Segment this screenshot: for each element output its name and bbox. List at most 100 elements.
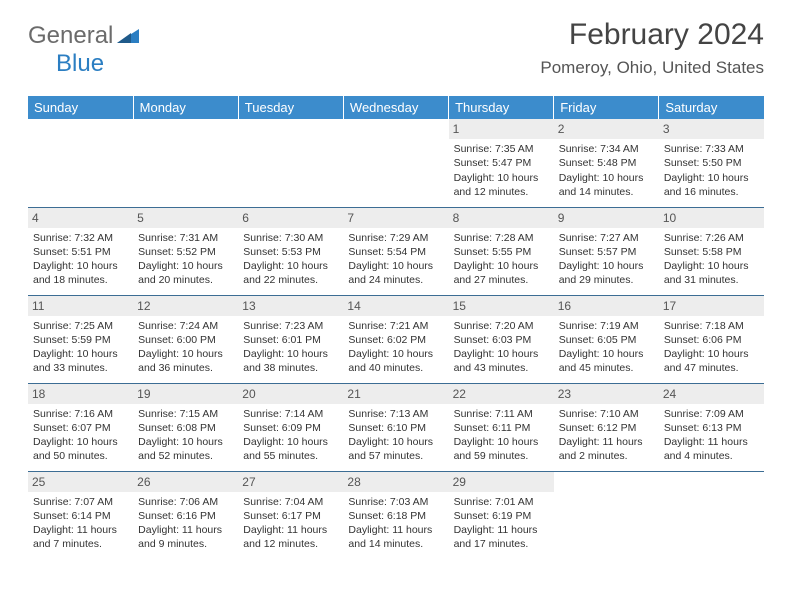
logo-text-general: General — [28, 24, 113, 48]
day-number: 18 — [28, 384, 133, 404]
weekday-header: Tuesday — [238, 96, 343, 119]
calendar-cell: 4Sunrise: 7:32 AMSunset: 5:51 PMDaylight… — [28, 207, 133, 295]
calendar-cell: 23Sunrise: 7:10 AMSunset: 6:12 PMDayligh… — [554, 383, 659, 471]
calendar-cell: 9 Sunrise: 7:27 AMSunset: 5:57 PMDaylight… — [554, 207, 659, 295]
day-info: Sunrise: 7:26 AMSunset: 5:58 PMDaylight:… — [664, 231, 759, 288]
calendar-cell: 28Sunrise: 7:03 AMSunset: 6:18 PMDayligh… — [343, 471, 448, 559]
header: General February 2024 Pomeroy, Ohio, Uni… — [28, 18, 764, 78]
day-number: 23 — [554, 384, 659, 404]
calendar-row: 4Sunrise: 7:32 AMSunset: 5:51 PMDaylight… — [28, 207, 764, 295]
calendar-cell: 8 Sunrise: 7:28 AMSunset: 5:55 PMDaylight… — [449, 207, 554, 295]
calendar-cell: 1 Sunrise: 7:35 AMSunset: 5:47 PMDaylight… — [449, 119, 554, 207]
day-number: 3 — [659, 119, 764, 139]
day-info: Sunrise: 7:13 AMSunset: 6:10 PMDaylight:… — [348, 407, 443, 464]
calendar-cell: 20 Sunrise: 7:14 AMSunset: 6:09 PMDayligh… — [238, 383, 343, 471]
calendar-cell: . — [659, 471, 764, 559]
logo: General — [28, 24, 141, 48]
calendar-cell: 13 Sunrise: 7:23 AMSunset: 6:01 PMDayligh… — [238, 295, 343, 383]
weekday-header: Monday — [133, 96, 238, 119]
day-number: 12 — [133, 296, 238, 316]
calendar-cell: . — [238, 119, 343, 207]
calendar-row: 18 Sunrise: 7:16 AMSunset: 6:07 PMDayligh… — [28, 383, 764, 471]
weekday-header: Saturday — [659, 96, 764, 119]
day-number: 29 — [449, 472, 554, 492]
day-info: Sunrise: 7:25 AMSunset: 5:59 PMDaylight:… — [33, 319, 128, 376]
day-info: Sunrise: 7:28 AMSunset: 5:55 PMDaylight:… — [454, 231, 549, 288]
calendar-cell: 10 Sunrise: 7:26 AMSunset: 5:58 PMDayligh… — [659, 207, 764, 295]
calendar-table: SundayMondayTuesdayWednesdayThursdayFrid… — [28, 96, 764, 559]
calendar-row: ....1Sunrise: 7:35 AMSunset: 5:47 PMDayl… — [28, 119, 764, 207]
calendar-cell: 17 Sunrise: 7:18 AMSunset: 6:06 PMDayligh… — [659, 295, 764, 383]
weekday-header: Friday — [554, 96, 659, 119]
weekday-header: Sunday — [28, 96, 133, 119]
day-info: Sunrise: 7:34 AMSunset: 5:48 PMDaylight:… — [559, 142, 654, 199]
calendar-cell: 22 Sunrise: 7:11 AMSunset: 6:11 PMDayligh… — [449, 383, 554, 471]
logo-text-blue: Blue — [56, 50, 104, 78]
calendar-cell: 27 Sunrise: 7:04 AMSunset: 6:17 PMDayligh… — [238, 471, 343, 559]
calendar-cell: 15 Sunrise: 7:20 AMSunset: 6:03 PMDayligh… — [449, 295, 554, 383]
calendar-cell: 12 Sunrise: 7:24 AMSunset: 6:00 PMDayligh… — [133, 295, 238, 383]
day-number: 5 — [133, 208, 238, 228]
calendar-row: 11 Sunrise: 7:25 AMSunset: 5:59 PMDayligh… — [28, 295, 764, 383]
day-info: Sunrise: 7:04 AMSunset: 6:17 PMDaylight:… — [243, 495, 338, 552]
month-title: February 2024 — [540, 18, 764, 52]
calendar-cell: . — [133, 119, 238, 207]
day-number: 20 — [238, 384, 343, 404]
day-info: Sunrise: 7:06 AMSunset: 6:16 PMDaylight:… — [138, 495, 233, 552]
day-info: Sunrise: 7:20 AMSunset: 6:03 PMDaylight:… — [454, 319, 549, 376]
calendar-row: 25Sunrise: 7:07 AMSunset: 6:14 PMDayligh… — [28, 471, 764, 559]
day-number: 10 — [659, 208, 764, 228]
day-info: Sunrise: 7:16 AMSunset: 6:07 PMDaylight:… — [33, 407, 128, 464]
day-info: Sunrise: 7:11 AMSunset: 6:11 PMDaylight:… — [454, 407, 549, 464]
day-number: 13 — [238, 296, 343, 316]
calendar-cell: 11 Sunrise: 7:25 AMSunset: 5:59 PMDayligh… — [28, 295, 133, 383]
day-info: Sunrise: 7:35 AMSunset: 5:47 PMDaylight:… — [454, 142, 549, 199]
day-number: 22 — [449, 384, 554, 404]
calendar-cell: 24Sunrise: 7:09 AMSunset: 6:13 PMDayligh… — [659, 383, 764, 471]
location-text: Pomeroy, Ohio, United States — [540, 58, 764, 78]
calendar-cell: 6Sunrise: 7:30 AMSunset: 5:53 PMDaylight… — [238, 207, 343, 295]
day-number: 26 — [133, 472, 238, 492]
day-info: Sunrise: 7:21 AMSunset: 6:02 PMDaylight:… — [348, 319, 443, 376]
day-number: 11 — [28, 296, 133, 316]
calendar-cell: 7Sunrise: 7:29 AMSunset: 5:54 PMDaylight… — [343, 207, 448, 295]
logo-triangle-icon — [117, 25, 139, 48]
calendar-cell: . — [343, 119, 448, 207]
day-number: 16 — [554, 296, 659, 316]
calendar-cell: 2 Sunrise: 7:34 AMSunset: 5:48 PMDaylight… — [554, 119, 659, 207]
weekday-header: Wednesday — [343, 96, 448, 119]
day-info: Sunrise: 7:01 AMSunset: 6:19 PMDaylight:… — [454, 495, 549, 552]
day-number: 2 — [554, 119, 659, 139]
day-number: 1 — [449, 119, 554, 139]
day-info: Sunrise: 7:32 AMSunset: 5:51 PMDaylight:… — [33, 231, 128, 288]
calendar-cell: 14 Sunrise: 7:21 AMSunset: 6:02 PMDayligh… — [343, 295, 448, 383]
day-info: Sunrise: 7:33 AMSunset: 5:50 PMDaylight:… — [664, 142, 759, 199]
day-number: 24 — [659, 384, 764, 404]
day-info: Sunrise: 7:27 AMSunset: 5:57 PMDaylight:… — [559, 231, 654, 288]
day-number: 27 — [238, 472, 343, 492]
day-info: Sunrise: 7:23 AMSunset: 6:01 PMDaylight:… — [243, 319, 338, 376]
day-number: 25 — [28, 472, 133, 492]
calendar-cell: 26 Sunrise: 7:06 AMSunset: 6:16 PMDayligh… — [133, 471, 238, 559]
calendar-cell: 29 Sunrise: 7:01 AMSunset: 6:19 PMDayligh… — [449, 471, 554, 559]
calendar-cell: 21Sunrise: 7:13 AMSunset: 6:10 PMDayligh… — [343, 383, 448, 471]
day-number: 8 — [449, 208, 554, 228]
day-info: Sunrise: 7:31 AMSunset: 5:52 PMDaylight:… — [138, 231, 233, 288]
day-number: 15 — [449, 296, 554, 316]
calendar-cell: . — [554, 471, 659, 559]
calendar-cell: 3 Sunrise: 7:33 AMSunset: 5:50 PMDaylight… — [659, 119, 764, 207]
calendar-cell: 19Sunrise: 7:15 AMSunset: 6:08 PMDayligh… — [133, 383, 238, 471]
day-info: Sunrise: 7:03 AMSunset: 6:18 PMDaylight:… — [348, 495, 443, 552]
day-number: 19 — [133, 384, 238, 404]
calendar-body: ....1Sunrise: 7:35 AMSunset: 5:47 PMDayl… — [28, 119, 764, 559]
calendar-cell: 18 Sunrise: 7:16 AMSunset: 6:07 PMDayligh… — [28, 383, 133, 471]
day-info: Sunrise: 7:24 AMSunset: 6:00 PMDaylight:… — [138, 319, 233, 376]
calendar-head: SundayMondayTuesdayWednesdayThursdayFrid… — [28, 96, 764, 119]
day-number: 9 — [554, 208, 659, 228]
day-number: 14 — [343, 296, 448, 316]
day-info: Sunrise: 7:18 AMSunset: 6:06 PMDaylight:… — [664, 319, 759, 376]
calendar-cell: . — [28, 119, 133, 207]
day-info: Sunrise: 7:14 AMSunset: 6:09 PMDaylight:… — [243, 407, 338, 464]
day-number: 7 — [343, 208, 448, 228]
day-number: 17 — [659, 296, 764, 316]
